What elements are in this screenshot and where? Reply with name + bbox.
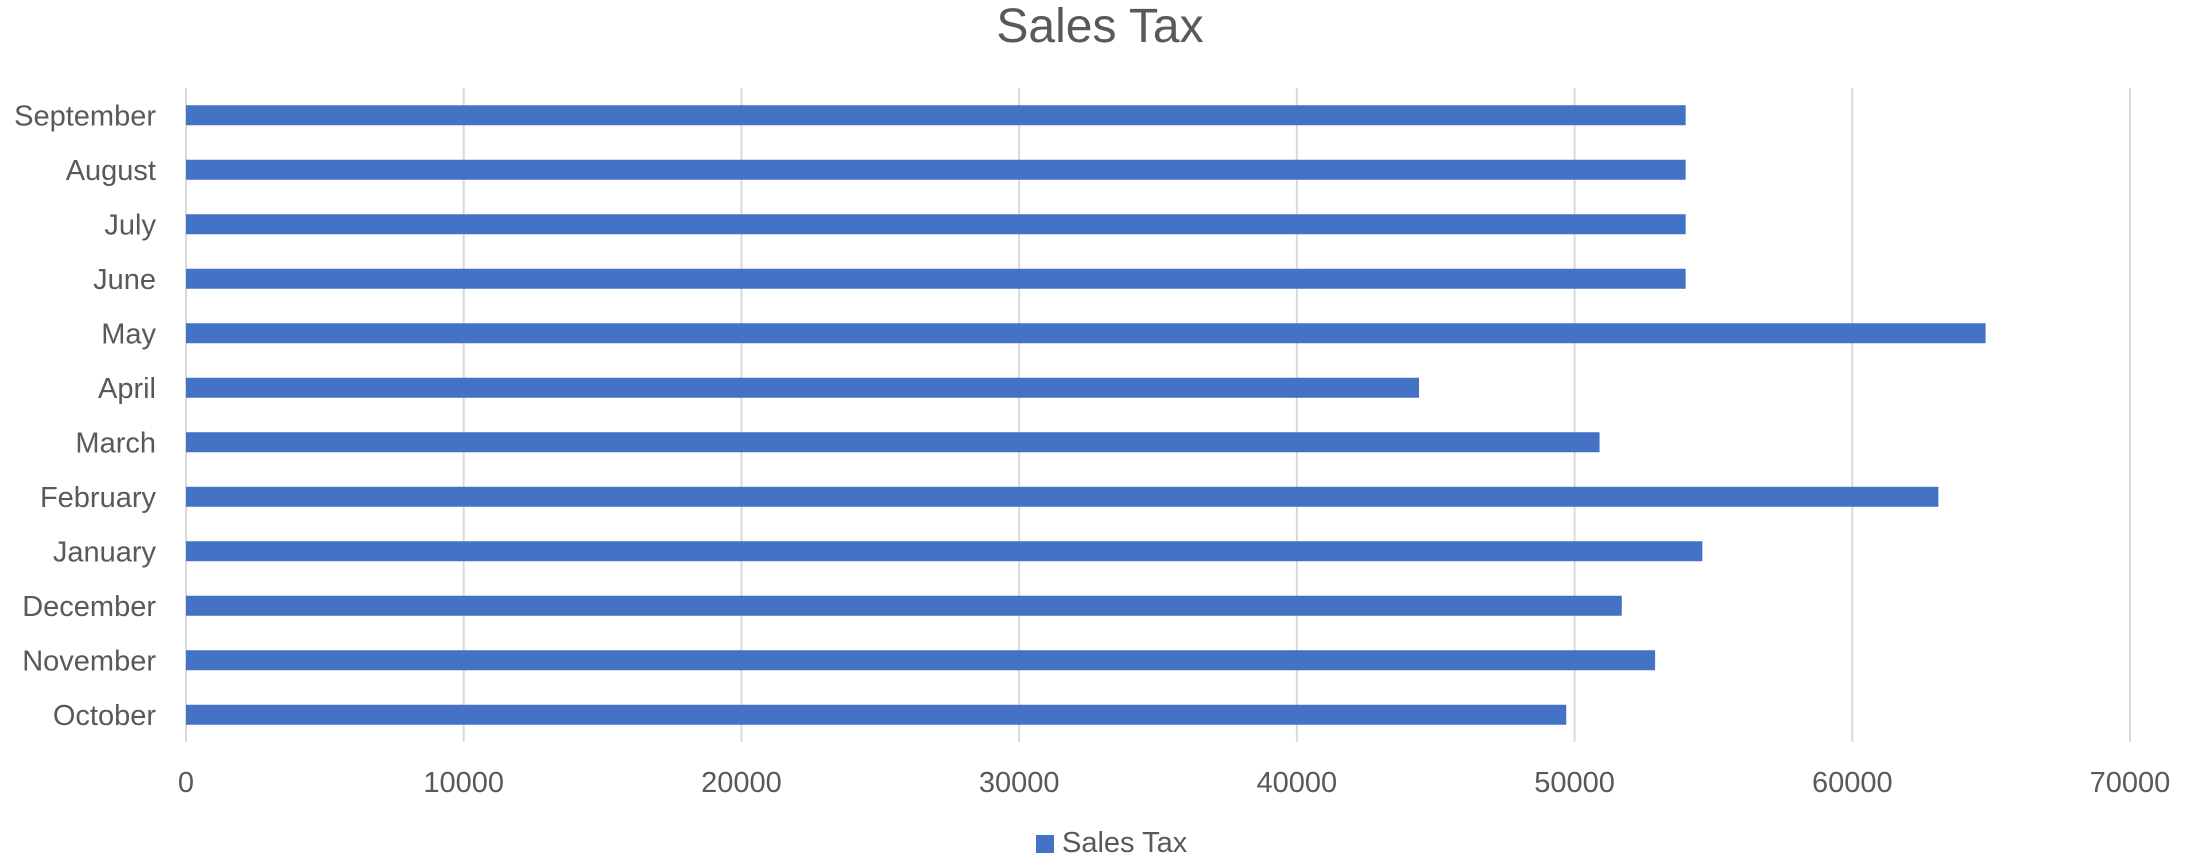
- category-labels: October November December January February Ma…: [14, 100, 156, 732]
- category-label-may: May: [101, 318, 156, 350]
- x-tick-label: 40000: [1257, 767, 1338, 799]
- x-axis-tick-labels: 0 10000 20000 30000 40000 50000 60000 70000: [178, 767, 2170, 799]
- category-label-november: November: [22, 645, 156, 677]
- category-label-july: July: [104, 209, 156, 241]
- category-label-april: April: [98, 373, 156, 405]
- x-tick-label: 50000: [1534, 767, 1615, 799]
- bar-july: [186, 214, 1686, 235]
- bar-april: [186, 377, 1420, 398]
- x-tick-label: 0: [178, 767, 194, 799]
- bar-december: [186, 595, 1622, 616]
- bars: [186, 105, 1986, 725]
- category-label-september: September: [14, 100, 156, 132]
- category-label-october: October: [53, 700, 156, 732]
- bar-november: [186, 650, 1656, 671]
- bar-september: [186, 105, 1686, 126]
- bar-october: [186, 704, 1567, 725]
- bar-january: [186, 541, 1703, 562]
- category-label-march: March: [75, 427, 156, 459]
- bar-august: [186, 159, 1686, 180]
- x-tick-label: 70000: [2090, 767, 2171, 799]
- legend: Sales Tax: [1036, 827, 1188, 858]
- bar-may: [186, 323, 1986, 344]
- x-tick-label: 60000: [1812, 767, 1893, 799]
- x-tick-label: 10000: [423, 767, 504, 799]
- bar-february: [186, 486, 1939, 507]
- legend-swatch: [1036, 835, 1054, 853]
- category-label-december: December: [22, 591, 156, 623]
- category-label-june: June: [93, 264, 156, 296]
- gridlines: [185, 88, 2131, 742]
- chart-title: Sales Tax: [996, 0, 1203, 53]
- category-label-february: February: [40, 482, 157, 514]
- category-label-january: January: [53, 536, 157, 568]
- category-label-august: August: [66, 155, 156, 187]
- x-tick-label: 20000: [701, 767, 782, 799]
- bar-march: [186, 432, 1600, 453]
- bar-june: [186, 268, 1686, 289]
- x-tick-label: 30000: [979, 767, 1060, 799]
- legend-label: Sales Tax: [1062, 827, 1188, 858]
